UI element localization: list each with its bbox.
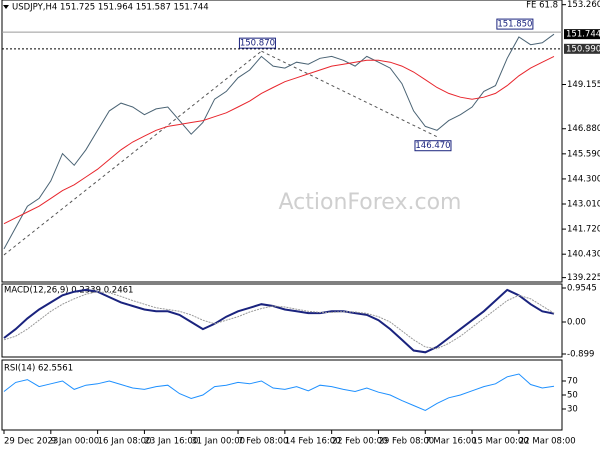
symbol-marker (3, 5, 9, 9)
annotation-box (496, 18, 534, 30)
panel-border (1, 283, 563, 358)
x-tick-label: 16 Jan 08:00 (98, 437, 152, 447)
y-tick-label: 30 (567, 405, 578, 415)
panel-border (1, 0, 563, 283)
x-tick-label: 22 Feb 00:00 (332, 437, 388, 447)
chart-title: USDJPY,H4 151.725 151.964 151.587 151.74… (12, 3, 209, 13)
x-tick-label: 22 Mar 08:00 (519, 437, 576, 447)
y-tick-label: 0.9545 (567, 284, 597, 294)
x-tick-label: 29 Feb 08:00 (378, 437, 434, 447)
series-line (3, 33, 555, 250)
trend-line (3, 50, 262, 256)
y-tick-label: 143.010 (567, 200, 600, 210)
price-label-box (564, 43, 600, 54)
y-tick-label: 146.880 (567, 124, 600, 134)
y-tick-label: 140.430 (567, 250, 600, 260)
macd-title: MACD(12,26,9) 0.2339 0.2461 (4, 286, 133, 296)
annotation-label: 150.870 (240, 39, 275, 49)
series-line (3, 373, 555, 411)
x-tick-label: 9 Jan 00:00 (51, 437, 99, 447)
price-label: 151.744 (566, 30, 600, 40)
x-tick-label: 7 Feb 08:00 (238, 437, 288, 447)
rsi-title: RSI(14) 62.5561 (4, 364, 73, 374)
price-label: 150.990 (566, 44, 600, 54)
y-tick-label: 153.260 (567, 0, 600, 10)
y-tick-label: 141.720 (567, 225, 600, 235)
x-tick-label: 31 Jan 00:00 (191, 437, 245, 447)
series-line (3, 55, 555, 225)
y-tick-label: 0.00 (567, 317, 586, 327)
watermark: ActionForex.com (279, 190, 462, 215)
series-line (3, 288, 555, 354)
x-tick-label: 7 Mar 16:00 (425, 437, 476, 447)
fe-label: FE 61.8 (526, 1, 558, 11)
y-tick-label: 139.225 (567, 273, 600, 283)
annotation-box (238, 37, 276, 49)
y-tick-label: 70 (567, 377, 578, 387)
y-tick-label: 145.590 (567, 149, 600, 159)
x-tick-label: 23 Jan 16:00 (144, 437, 198, 447)
y-tick-label: -0.899 (567, 350, 594, 360)
x-tick-label: 15 Mar 00:00 (472, 437, 529, 447)
y-tick-label: 149.155 (567, 80, 600, 90)
annotation-label: 146.470 (415, 141, 450, 151)
annotation-box (414, 140, 452, 152)
y-tick-label: 50 (567, 391, 578, 401)
x-tick-label: 29 Dec 2023 (4, 437, 58, 447)
y-tick-label: 144.300 (567, 174, 600, 184)
series-line (3, 291, 555, 350)
price-label-box (564, 29, 600, 40)
annotation-label: 151.850 (497, 20, 532, 30)
x-tick-label: 14 Feb 16:00 (285, 437, 341, 447)
